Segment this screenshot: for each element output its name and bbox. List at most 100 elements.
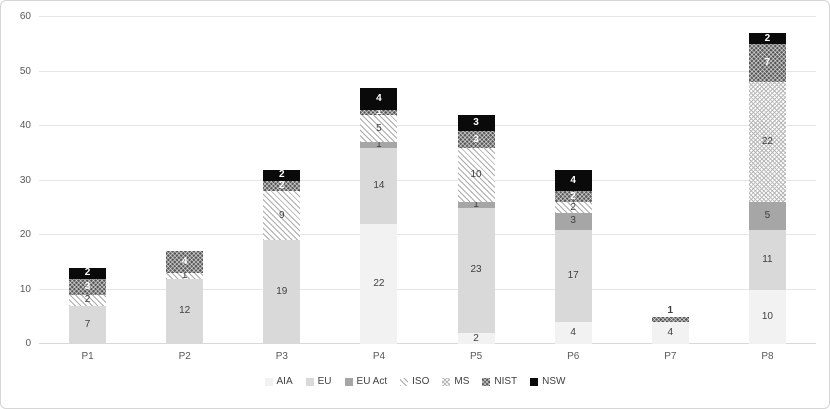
data-label: 2 <box>84 267 91 279</box>
bar-segment-nist: 2 <box>263 180 301 192</box>
data-label: 9 <box>279 209 285 221</box>
legend-label: NIST <box>494 376 518 387</box>
legend-item-eu-act: EU Act <box>344 376 387 388</box>
data-label: 5 <box>376 122 382 134</box>
data-label: 4 <box>376 92 382 104</box>
data-label: 10 <box>470 169 482 181</box>
bar-segment-eu: 12 <box>166 278 204 344</box>
data-label: 2 <box>473 332 479 344</box>
legend-item-nsw: NSW <box>530 376 565 388</box>
bar-segment-nsw: 3 <box>457 115 495 132</box>
x-axis-label-p2: P2 <box>178 351 191 362</box>
bar-segment-nsw: 2 <box>748 32 786 45</box>
bar-segment-nist: 1 <box>651 305 689 323</box>
data-label: 1 <box>667 304 674 316</box>
data-label: 17 <box>567 269 579 281</box>
bar-segment-eu: 19 <box>263 240 301 344</box>
data-label: 7 <box>764 57 771 69</box>
bar-segment-nist: 3 <box>457 131 495 148</box>
bar-segment-ms: 22 <box>748 82 786 203</box>
bar-segment-aia: 2 <box>457 332 495 344</box>
x-axis-label-p3: P3 <box>275 351 288 362</box>
bar-segment-eu-act: 1 <box>360 140 398 150</box>
data-label: 12 <box>179 305 191 317</box>
legend-label: ISO <box>412 376 430 387</box>
legend-swatch-icon <box>442 378 451 386</box>
bar-p6: 4 17 3 2 2 4 <box>554 169 592 344</box>
legend-item-iso: ISO <box>400 376 429 388</box>
data-label: 4 <box>181 256 188 268</box>
data-label: 19 <box>276 286 288 298</box>
legend-swatch-icon <box>344 378 353 386</box>
bar-segment-eu-act: 1 <box>457 200 495 210</box>
bar-segment-nist: 7 <box>748 44 786 83</box>
data-label: 22 <box>761 136 773 148</box>
legend-label: NSW <box>542 376 566 387</box>
bar-segment-iso: 2 <box>69 295 107 306</box>
legend-label: AIA <box>276 376 293 387</box>
bar-segment-eu: 14 <box>360 147 398 225</box>
bar-p5: 2 23 1 10 3 3 <box>457 115 495 344</box>
data-label: 4 <box>570 327 576 339</box>
bar-segment-nsw: 4 <box>360 87 398 110</box>
legend-swatch-icon <box>305 378 314 386</box>
legend-swatch-icon <box>264 378 273 386</box>
bar-segment-nist: 1 <box>360 107 398 117</box>
bar-segment-iso: 1 <box>166 270 204 280</box>
gridline <box>39 234 816 235</box>
plot-area: 7 2 3 2 12 1 4 19 9 2 2 22 14 1 5 1 4 2 23 1 10 3 3 4 17 3 2 2 4 4 1 10… <box>39 16 816 344</box>
bar-segment-nsw: 2 <box>263 170 301 181</box>
bar-p2: 12 1 4 <box>166 251 204 344</box>
legend-label: EU <box>317 376 332 387</box>
gridline <box>39 179 816 181</box>
y-axis-tick-label: 30 <box>19 174 31 186</box>
bar-segment-eu: 7 <box>69 305 107 344</box>
x-axis-label-p5: P5 <box>469 351 483 362</box>
y-axis-tick-label: 0 <box>25 338 31 349</box>
y-axis-tick-label: 10 <box>19 283 31 295</box>
bar-p4: 22 14 1 5 1 4 <box>360 87 398 344</box>
legend-swatch-icon <box>530 378 539 386</box>
data-label: 5 <box>764 209 771 221</box>
bar-segment-aia: 10 <box>748 289 786 344</box>
y-axis-tick-label: 20 <box>19 229 31 240</box>
x-axis-label-p7: P7 <box>664 351 677 362</box>
data-label: 3 <box>473 117 479 129</box>
bar-segment-iso: 9 <box>263 191 301 241</box>
bar-segment-aia: 4 <box>554 322 592 344</box>
data-label: 10 <box>761 310 773 322</box>
legend-swatch-icon <box>400 378 409 386</box>
x-axis-label-p1: P1 <box>81 351 94 362</box>
bar-segment-nsw: 2 <box>69 267 107 279</box>
data-label: 2 <box>764 32 771 44</box>
y-axis-tick-label: 40 <box>19 120 31 131</box>
bar-segment-aia: 22 <box>360 224 398 344</box>
data-label: 4 <box>667 327 674 339</box>
bar-segment-nist: 4 <box>166 251 204 274</box>
legend-item-aia: AIA <box>264 376 293 388</box>
gridline <box>39 288 816 290</box>
data-label: 14 <box>373 179 385 191</box>
bar-segment-eu-act: 3 <box>554 213 592 230</box>
bar-segment-eu: 11 <box>748 229 786 290</box>
legend-label: MS <box>454 376 470 387</box>
data-label: 4 <box>570 174 576 186</box>
y-axis-tick-label: 60 <box>19 11 31 22</box>
bar-segment-iso: 5 <box>360 115 398 143</box>
data-label: 3 <box>84 280 91 292</box>
bar-segment-eu: 23 <box>457 207 495 334</box>
legend-item-nist: NIST <box>482 376 517 388</box>
bar-segment-iso: 2 <box>554 202 592 214</box>
bar-segment-eu: 17 <box>554 229 592 323</box>
x-axis-label-p8: P8 <box>761 351 774 362</box>
data-label: 22 <box>373 278 385 290</box>
bar-segment-eu-act: 5 <box>748 202 786 230</box>
data-label: 11 <box>762 253 773 265</box>
chart-legend: AIA EU EU Act ISO MS NIST NSW <box>1 374 829 390</box>
gridline <box>39 70 816 72</box>
gridline <box>39 125 816 126</box>
bar-segment-aia: 4 <box>651 322 689 344</box>
